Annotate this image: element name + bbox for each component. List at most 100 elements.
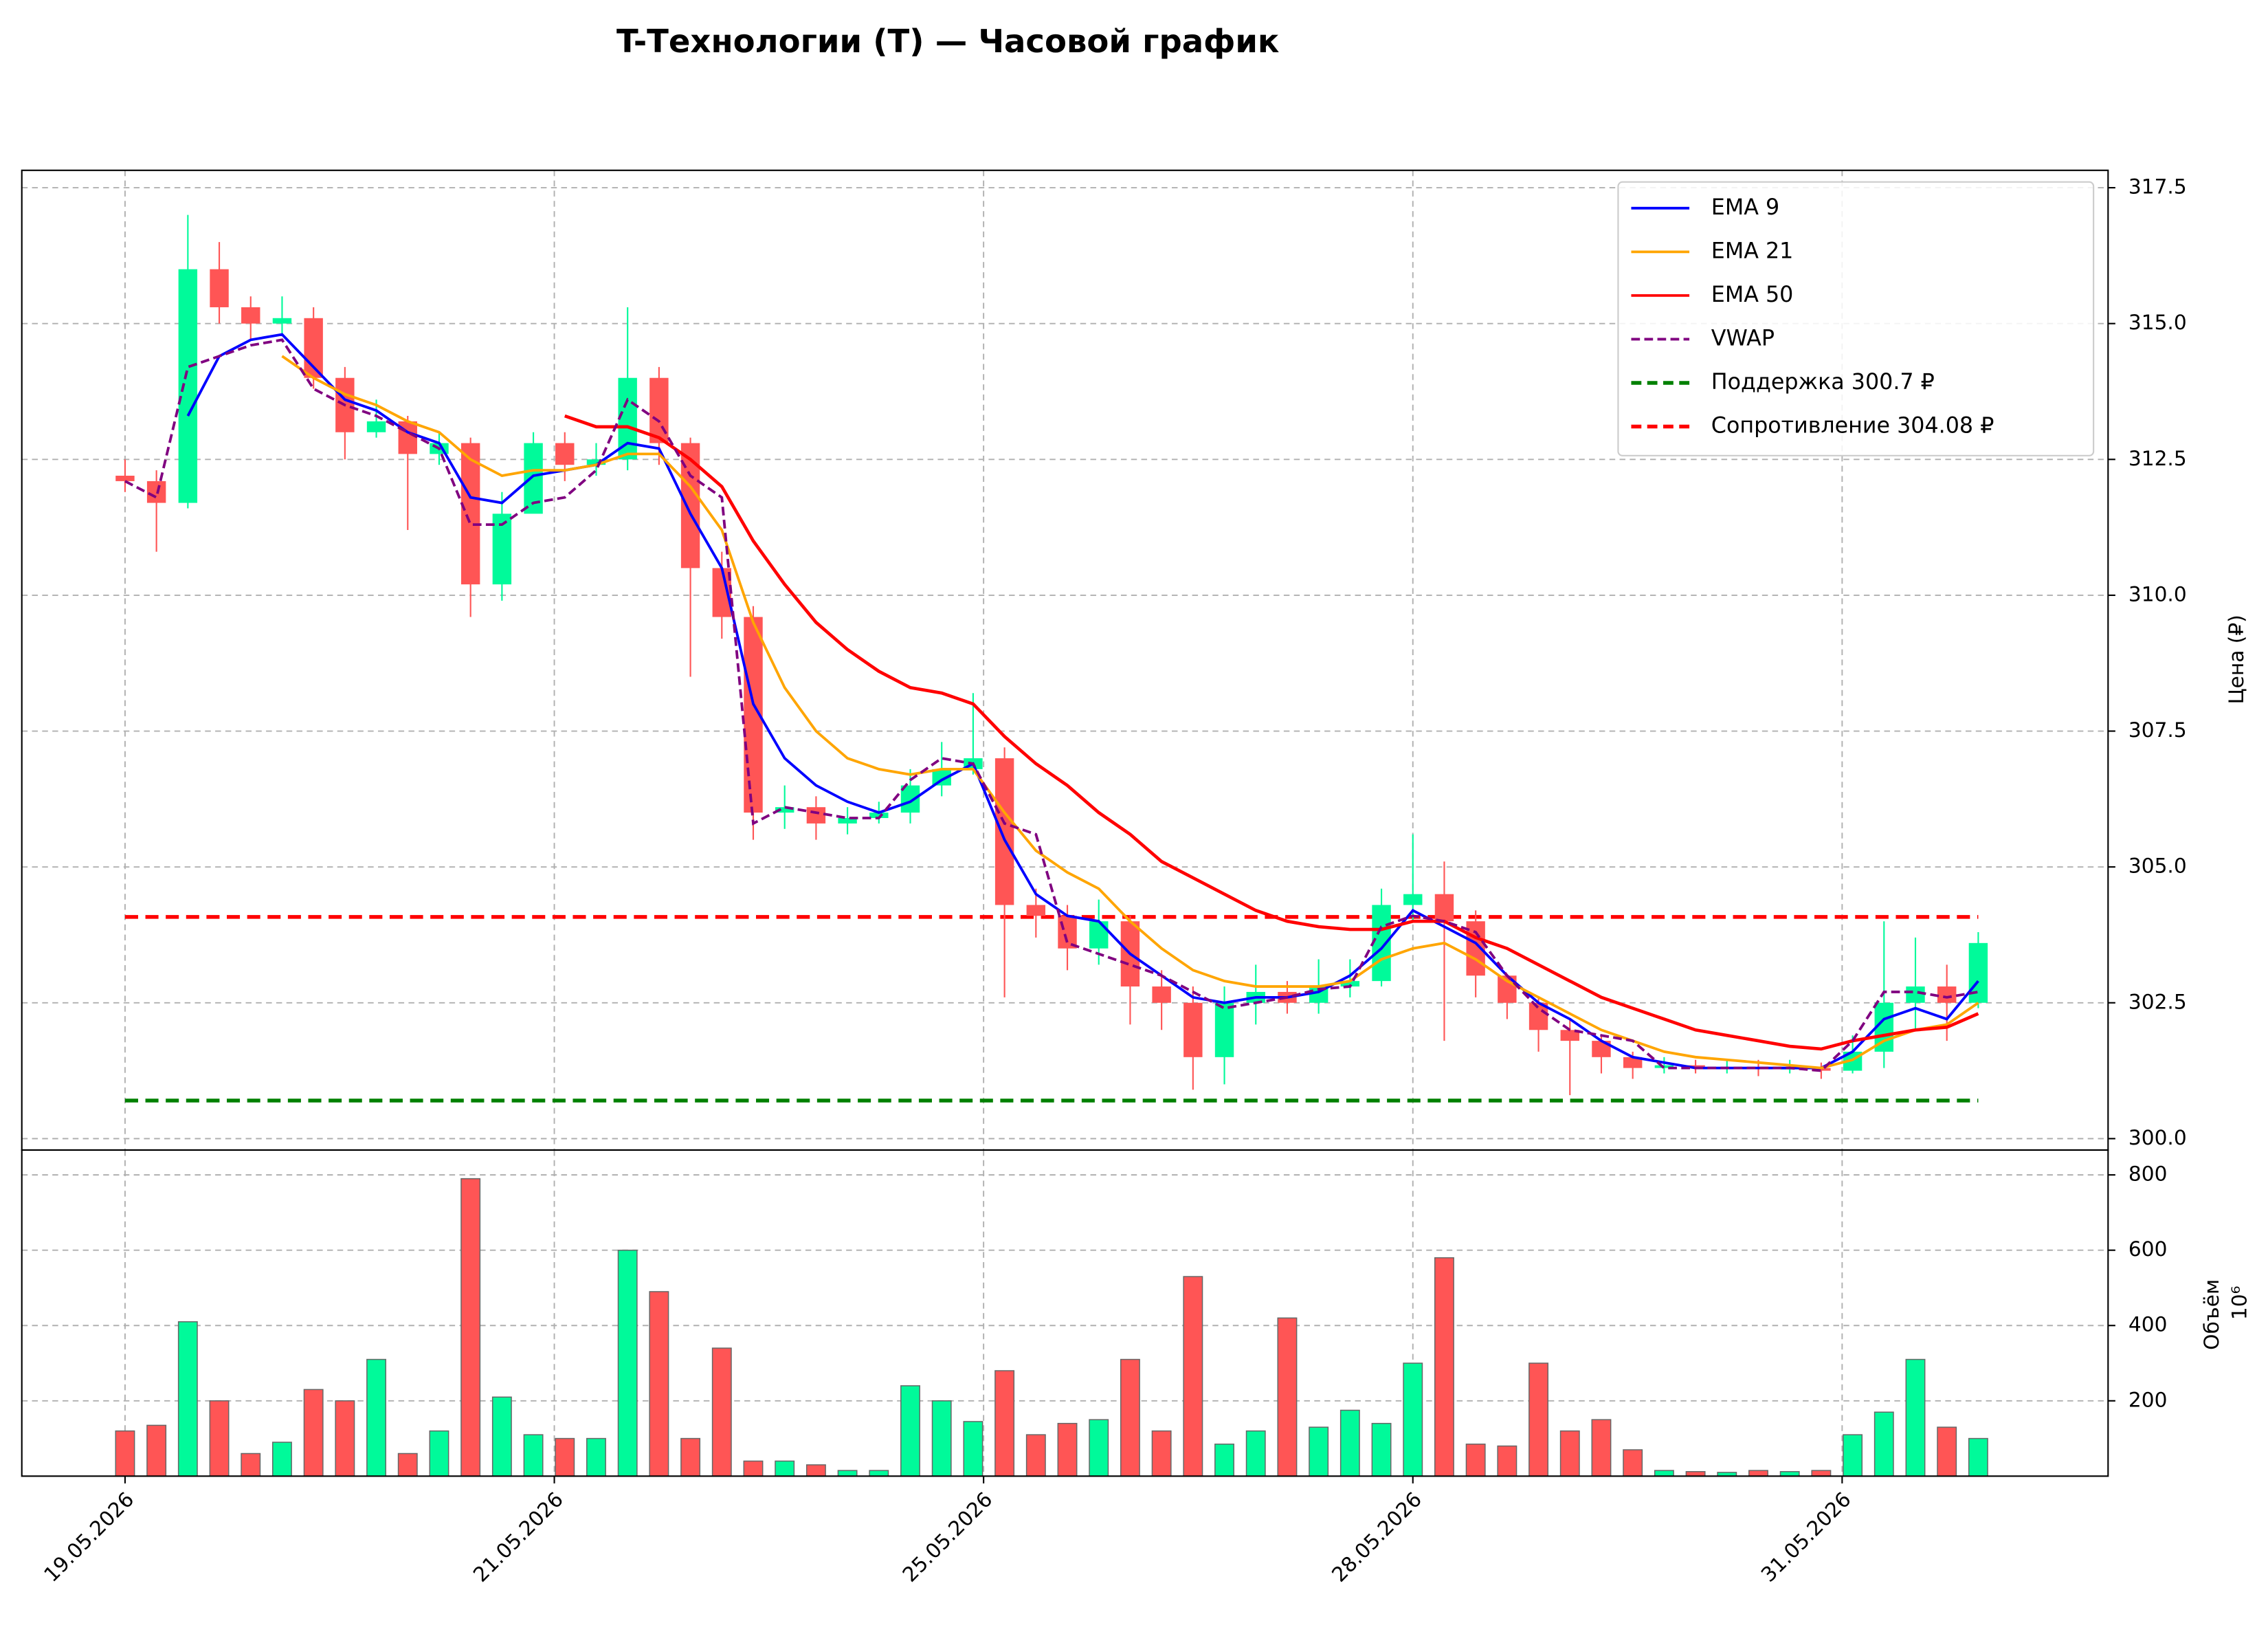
volume-bar — [711, 1347, 732, 1477]
legend-box — [1617, 181, 2095, 456]
candle-body — [1214, 1002, 1234, 1057]
volume-bar — [617, 1249, 638, 1477]
indicator-line — [564, 414, 1979, 1051]
indicator-line — [124, 338, 1979, 1072]
candle-body — [1058, 916, 1077, 949]
volume-bar — [555, 1437, 575, 1477]
candle-body — [241, 307, 260, 324]
legend-label: Сопротивление 304.08 ₽ — [1711, 413, 1994, 438]
volume-bar — [1528, 1362, 1549, 1477]
volume-bar — [241, 1453, 261, 1477]
legend-label: EMA 9 — [1711, 195, 1779, 220]
volume-frame — [21, 1149, 2109, 1477]
volume-bar — [1497, 1445, 1517, 1477]
volume-bar — [1591, 1419, 1612, 1477]
y-tick-label: 400 — [2128, 1312, 2168, 1336]
volume-bar — [586, 1437, 606, 1477]
y-tick-label: 310.0 — [2128, 582, 2187, 606]
candle-body — [869, 813, 889, 819]
y-tick-label: 315.0 — [2128, 310, 2187, 334]
candle-body — [178, 269, 198, 503]
candle-body — [1026, 905, 1046, 916]
candle-body — [1340, 981, 1360, 987]
candle-body — [932, 769, 951, 786]
volume-bar — [1371, 1422, 1392, 1477]
candle-body — [115, 476, 135, 481]
volume-bar — [743, 1460, 764, 1477]
volume-bar — [1214, 1444, 1234, 1477]
candle-body — [1372, 905, 1391, 982]
legend: EMA 9 EMA 21 EMA 50 VWAP Поддержка 300.7 ₽ Со… — [1617, 181, 2095, 456]
candle-body — [1403, 894, 1423, 905]
volume-bar — [837, 1470, 858, 1477]
candle-body — [618, 377, 637, 460]
y-tick-label: 312.5 — [2128, 446, 2187, 470]
candle-body — [272, 318, 292, 324]
volume-bar — [115, 1430, 135, 1477]
volume-bar — [1623, 1449, 1643, 1477]
volume-bar — [1905, 1358, 1926, 1477]
candle-body — [1937, 986, 1957, 1003]
volume-offset: 10⁶ — [2227, 1286, 2251, 1321]
volume-bar — [1811, 1470, 1832, 1477]
volume-bar — [303, 1389, 324, 1477]
volume-bar — [1874, 1411, 1894, 1477]
volume-bar — [994, 1370, 1015, 1477]
y-tick-label: 317.5 — [2128, 175, 2187, 199]
candle-body — [1089, 921, 1109, 949]
volume-bar — [366, 1358, 387, 1477]
volume-bar — [900, 1385, 920, 1477]
volume-bar — [1937, 1426, 1957, 1477]
volume-bar — [963, 1421, 983, 1477]
volume-bar — [649, 1291, 669, 1477]
volume-bar — [1403, 1362, 1423, 1477]
y-tick-label: 600 — [2128, 1237, 2168, 1261]
indicator-line — [281, 355, 1979, 1070]
volume-bar — [805, 1464, 826, 1477]
volume-bar — [1654, 1470, 1674, 1477]
candle-body — [210, 269, 229, 307]
candle-body — [806, 807, 826, 824]
volume-bar — [1559, 1430, 1580, 1477]
y-axis-label: Цена (₽) — [2224, 615, 2248, 704]
candle-body — [1434, 894, 1454, 922]
volume-bar — [523, 1434, 544, 1477]
candle-body — [1686, 1065, 1705, 1068]
volume-bar — [335, 1400, 355, 1477]
y-tick-label: 200 — [2128, 1387, 2168, 1411]
volume-bar — [1025, 1434, 1046, 1477]
candle-body — [586, 459, 606, 465]
volume-bar — [272, 1442, 292, 1477]
volume-bar — [1748, 1470, 1768, 1477]
volume-bar — [869, 1470, 889, 1477]
chart-title: T-Технологии (T) — Часовой график — [616, 23, 1280, 60]
candle-body — [1183, 1002, 1203, 1057]
volume-bar — [1309, 1426, 1329, 1477]
volume-bar — [1183, 1276, 1203, 1477]
candle-body — [366, 421, 386, 432]
volume-bar — [1843, 1434, 1863, 1477]
candle-body — [460, 443, 480, 585]
volume-bar — [1339, 1409, 1360, 1477]
volume-bar — [146, 1424, 167, 1477]
candle-body — [304, 318, 323, 378]
candle-body — [994, 758, 1014, 905]
candle-body — [1560, 1030, 1579, 1041]
volume-bar — [1465, 1444, 1486, 1477]
volume-bar — [931, 1400, 952, 1477]
legend-label: EMA 21 — [1711, 239, 1794, 263]
indicator-line — [186, 333, 1979, 1070]
volume-bar — [429, 1430, 449, 1477]
volume-axis-label: Объём — [2199, 1279, 2223, 1350]
candle-body — [1592, 1041, 1611, 1057]
volume-bar — [397, 1453, 418, 1477]
y-tick-label: 305.0 — [2128, 854, 2187, 878]
volume-bar — [1277, 1317, 1298, 1477]
volume-bar — [209, 1400, 230, 1477]
volume-bar — [1434, 1257, 1454, 1477]
legend-label: VWAP — [1711, 326, 1775, 351]
volume-bar — [177, 1321, 198, 1477]
volume-bar — [1089, 1419, 1109, 1477]
legend-label: EMA 50 — [1711, 283, 1794, 307]
